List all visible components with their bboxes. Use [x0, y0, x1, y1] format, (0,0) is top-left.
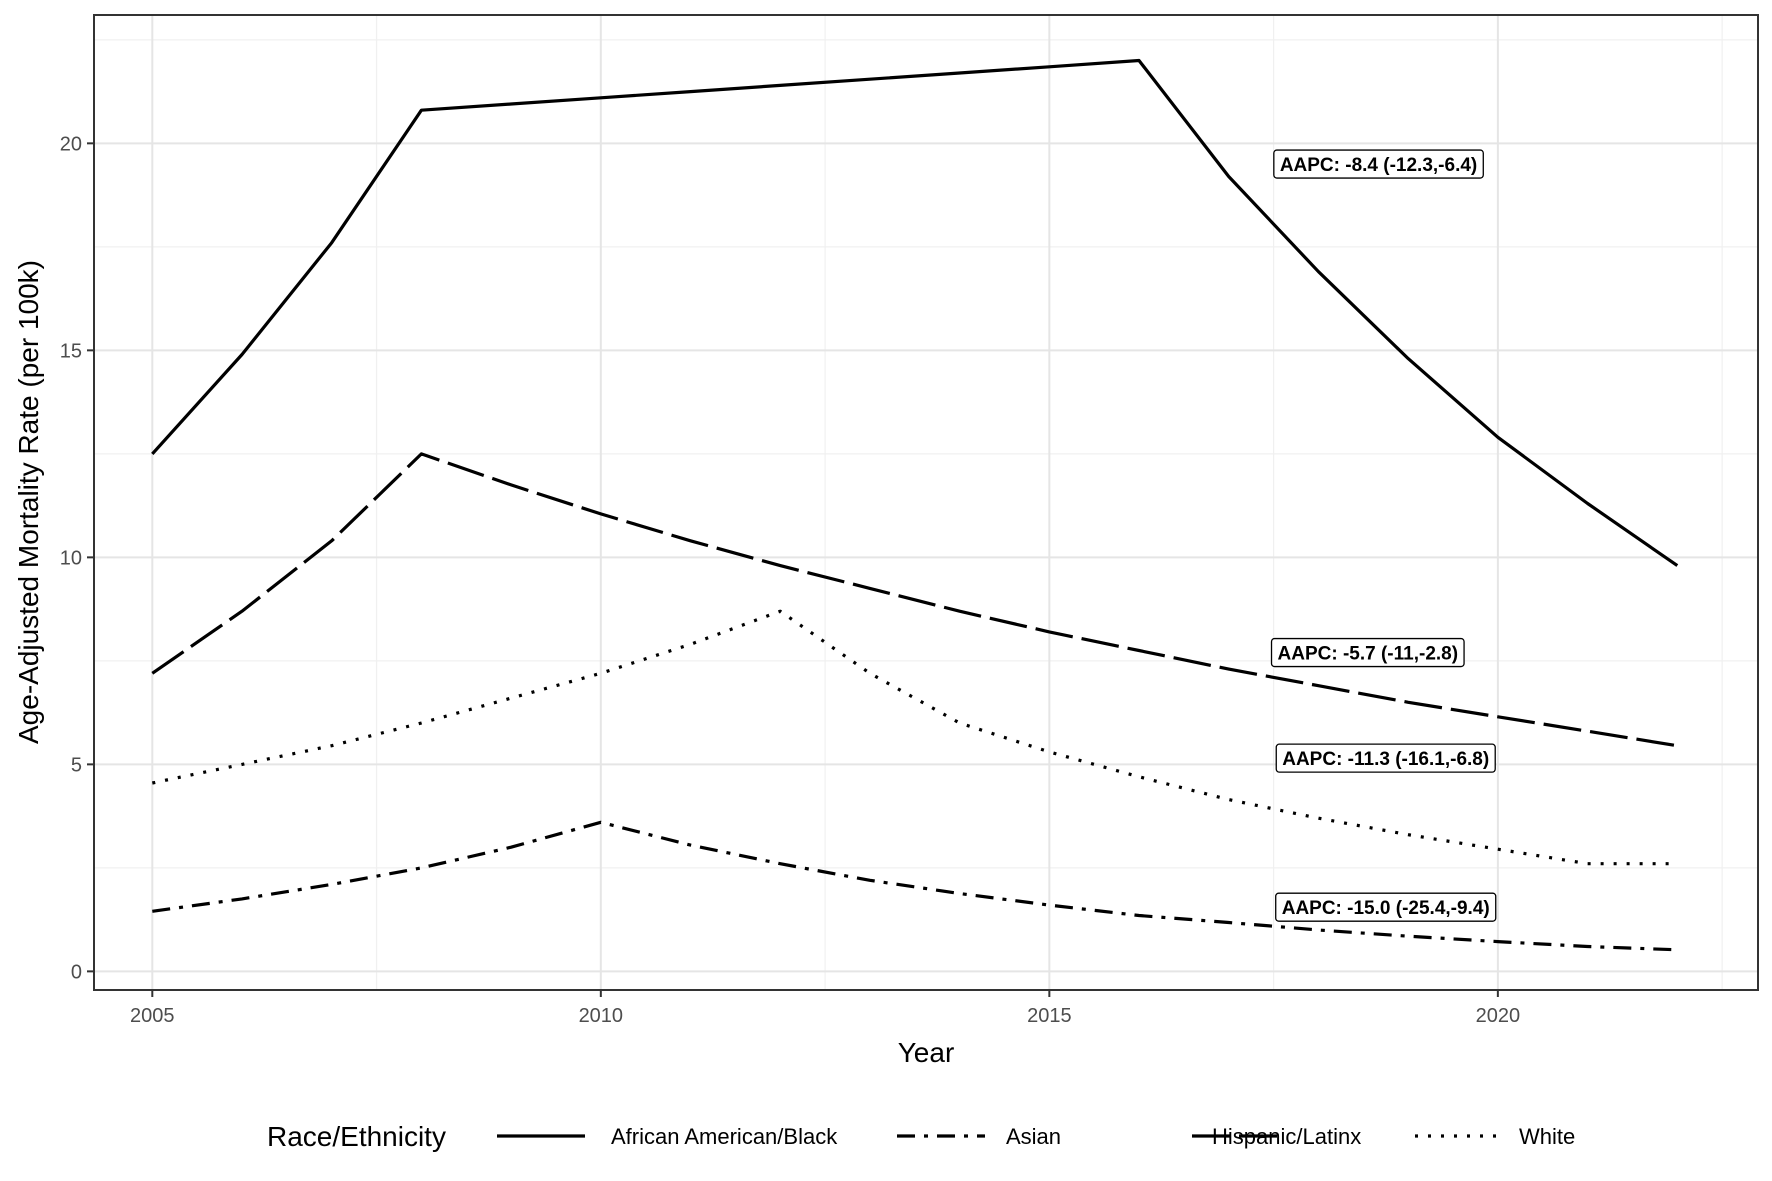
aapc-label-text: AAPC: -11.3 (-16.1,-6.8): [1282, 749, 1489, 770]
annotation-layer: AAPC: -8.4 (-12.3,-6.4) AAPC: -5.7 (-11,-…: [1270, 149, 1497, 922]
x-tick-label: 2015: [1027, 1005, 1072, 1027]
legend: Race/Ethnicity African American/Black Asi…: [267, 1121, 1575, 1152]
plot-panel: [94, 15, 1758, 990]
plot-border: [93, 14, 1759, 991]
series-line-african-american-black: [151, 58, 1679, 567]
x-tick-label: 2005: [130, 1005, 175, 1027]
legend-label: Hispanic/Latinx: [1212, 1124, 1361, 1149]
y-axis: 0 5 10 15 20: [60, 133, 94, 983]
y-tick-label: 10: [60, 547, 82, 569]
x-axis: 2005 2010 2015 2020: [130, 990, 1520, 1027]
aapc-label-box: [1275, 743, 1496, 773]
x-tick-label: 2020: [1476, 1005, 1521, 1027]
grid-minor: [94, 15, 1758, 990]
x-axis-title: Year: [898, 1037, 955, 1068]
y-tick-label: 5: [71, 754, 82, 776]
aapc-label-text: AAPC: -5.7 (-11,-2.8): [1278, 644, 1459, 665]
y-axis-title: Age-Adjusted Mortality Rate (per 100k): [13, 260, 44, 744]
legend-title: Race/Ethnicity: [267, 1121, 446, 1152]
aapc-label: AAPC: -5.7 (-11,-2.8): [1270, 637, 1465, 668]
legend-label: White: [1519, 1124, 1575, 1149]
y-tick-label: 0: [71, 961, 82, 983]
aapc-label-box: [1275, 892, 1497, 922]
series-line-asian: [152, 820, 1678, 952]
series-line-hispanic-latinx: [151, 452, 1678, 748]
aapc-label-text: AAPC: -15.0 (-25.4,-9.4): [1282, 898, 1490, 919]
y-tick-label: 15: [60, 340, 82, 362]
x-tick-label: 2010: [579, 1005, 624, 1027]
series-layer: [151, 58, 1679, 952]
aapc-label-text: AAPC: -8.4 (-12.3,-6.4): [1280, 155, 1477, 176]
legend-label: African American/Black: [611, 1124, 838, 1149]
grid-major: [94, 15, 1758, 990]
aapc-label: AAPC: -11.3 (-16.1,-6.8): [1275, 743, 1496, 773]
series-line-white: [151, 609, 1678, 866]
legend-label: Asian: [1006, 1124, 1061, 1149]
aapc-label: AAPC: -8.4 (-12.3,-6.4): [1273, 149, 1484, 179]
y-tick-label: 20: [60, 133, 82, 155]
aapc-label-box: [1270, 637, 1465, 668]
aapc-label-box: [1273, 149, 1484, 179]
aapc-label: AAPC: -15.0 (-25.4,-9.4): [1275, 892, 1497, 922]
